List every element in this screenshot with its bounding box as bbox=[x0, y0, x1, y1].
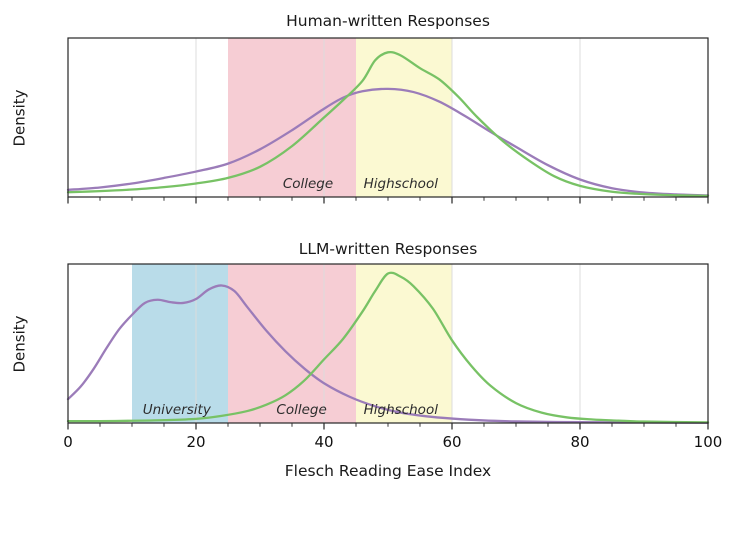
xtick-label-100: 100 bbox=[694, 433, 723, 451]
human-density-axis-label-wrap: Density bbox=[6, 38, 34, 197]
xtick-label-0: 0 bbox=[63, 433, 73, 451]
x-axis-label: Flesch Reading Ease Index bbox=[284, 462, 492, 480]
human-plot-canvas: College Highschool bbox=[66, 37, 710, 204]
band-label-highschool: Highschool bbox=[364, 402, 439, 418]
xtick-label-60: 60 bbox=[442, 433, 461, 451]
llm-density-axis-label-wrap: Density bbox=[6, 264, 34, 423]
band-label-college: College bbox=[276, 402, 326, 418]
llm-plot-canvas: 0 20 40 60 80 100 University College Highschool bbox=[63, 263, 722, 451]
human-plot-title: Human-written Responses bbox=[286, 12, 490, 30]
band-highschool bbox=[356, 38, 452, 197]
curve-human-purple bbox=[66, 87, 710, 197]
band-university bbox=[132, 264, 228, 423]
human-density-axis-label: Density bbox=[11, 88, 29, 147]
llm-plot-title: LLM-written Responses bbox=[298, 240, 478, 258]
xtick-label-40: 40 bbox=[314, 433, 333, 451]
curve-human-green bbox=[66, 50, 710, 198]
llm-density-axis-label: Density bbox=[11, 314, 29, 373]
xtick-label-80: 80 bbox=[570, 433, 589, 451]
band-label-college: College bbox=[283, 176, 333, 192]
curve-llm-purple bbox=[66, 284, 710, 424]
band-college bbox=[228, 264, 356, 423]
curve-llm-green bbox=[66, 271, 710, 424]
xtick-label-20: 20 bbox=[186, 433, 205, 451]
band-highschool bbox=[356, 264, 452, 423]
band-label-highschool: Highschool bbox=[364, 176, 439, 192]
band-label-university: University bbox=[143, 402, 212, 418]
